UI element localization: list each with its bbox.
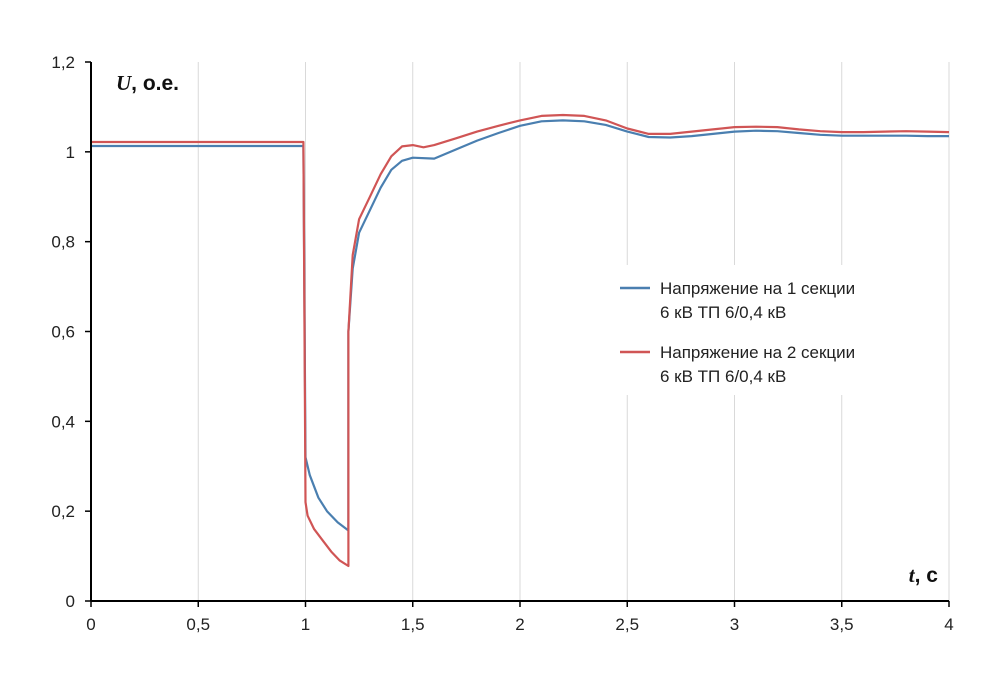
x-tick-label: 4 [944, 615, 953, 634]
x-tick-label: 1,5 [401, 615, 425, 634]
legend-label-series-2-line-2: 6 кВ ТП 6/0,4 кВ [660, 367, 786, 386]
x-tick-labels: 0 0,5 1 1,5 2 2,5 3 3,5 4 [86, 615, 953, 634]
x-axis-unit: , с [915, 564, 939, 587]
series-1-line [91, 119, 949, 532]
y-axis-title: U, о.е. [116, 71, 179, 95]
y-tick-label: 0,2 [51, 502, 75, 521]
legend-label-series-1-line-2: 6 кВ ТП 6/0,4 кВ [660, 303, 786, 322]
legend-label-series-1-line-1: Напряжение на 1 секции [660, 279, 855, 298]
x-axis-title: t, с [909, 563, 939, 587]
axes [85, 61, 950, 607]
y-tick-label: 1 [66, 143, 75, 162]
series-2-line [91, 113, 950, 568]
legend-background [612, 265, 930, 395]
x-tick-label: 0 [86, 615, 95, 634]
series-lines [91, 113, 950, 568]
y-axis-var: U [116, 71, 133, 95]
y-tick-label: 0,6 [51, 323, 75, 342]
y-tick-label: 0,4 [51, 412, 75, 431]
x-tick-label: 2 [515, 615, 524, 634]
y-tick-label: 0 [66, 592, 75, 611]
y-axis-unit: , о.е. [131, 72, 179, 95]
legend: Напряжение на 1 секции 6 кВ ТП 6/0,4 кВ … [612, 265, 930, 395]
legend-label-series-2-line-1: Напряжение на 2 секции [660, 343, 855, 362]
y-tick-label: 0,8 [51, 233, 75, 252]
y-tick-labels: 0 0,2 0,4 0,6 0,8 1 1,2 [51, 53, 75, 611]
x-axis-var: t [909, 563, 916, 587]
y-tick-label: 1,2 [51, 53, 75, 72]
x-tick-label: 3,5 [830, 615, 854, 634]
x-tick-label: 0,5 [186, 615, 210, 634]
x-tick-label: 2,5 [615, 615, 639, 634]
x-tick-label: 3 [730, 615, 739, 634]
x-tick-label: 1 [301, 615, 310, 634]
